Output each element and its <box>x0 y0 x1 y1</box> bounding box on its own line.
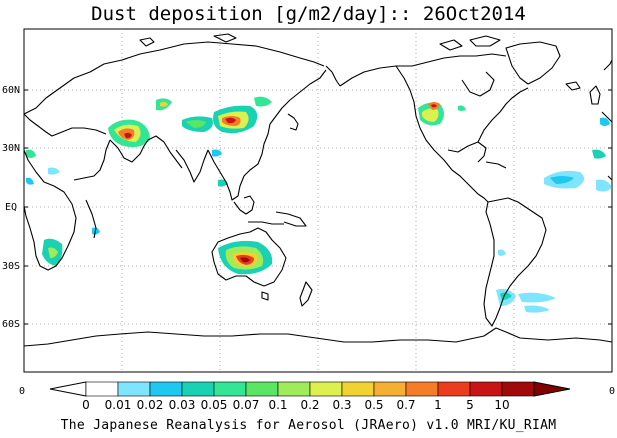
colorbar-label: 0.5 <box>364 398 383 412</box>
colorbar-label: 5 <box>466 398 474 412</box>
colorbar-label: 0.05 <box>201 398 228 412</box>
lat-label: EQ <box>5 202 17 213</box>
map-panel: 60N 30N EQ 30S 60S <box>2 28 613 373</box>
colorbar-label: 0.01 <box>105 398 132 412</box>
colorbar-box <box>309 381 343 397</box>
colorbar-label: 0.1 <box>268 398 287 412</box>
footer-credit: The Japanese Reanalysis for Aerosol (JRA… <box>60 418 557 433</box>
lat-label: 30N <box>2 143 20 154</box>
colorbar-label: 0.7 <box>396 398 415 412</box>
colorbar-box <box>245 381 279 397</box>
colorbar-label: 0.3 <box>332 398 351 412</box>
colorbar-box <box>149 381 183 397</box>
colorbar-triangle-low <box>49 381 87 397</box>
dust-shading <box>26 96 612 313</box>
colorbar-box <box>117 381 151 397</box>
coastlines <box>23 33 613 347</box>
colorbar-label: 0.02 <box>137 398 164 412</box>
colorbar-box <box>469 381 503 397</box>
colorbar-box <box>405 381 439 397</box>
colorbar-label: 0.03 <box>169 398 196 412</box>
colorbar-box <box>341 381 375 397</box>
lat-label: 30S <box>2 261 20 272</box>
lat-label: 60N <box>2 85 20 96</box>
colorbar-box <box>501 381 535 397</box>
colorbar-box <box>277 381 311 397</box>
colorbar-label: 0.2 <box>300 398 319 412</box>
colorbar-box <box>85 381 119 397</box>
lat-tick-marks <box>24 89 612 325</box>
x-axis-label-right: 0 <box>609 386 615 397</box>
map-figure: 60N 30N EQ 30S 60S 0 0 0 0.01 0.02 0.03 0.05… <box>2 28 615 412</box>
colorbar-triangle-high <box>533 381 571 397</box>
colorbar-box <box>437 381 471 397</box>
colorbar-label: 0.07 <box>233 398 260 412</box>
colorbar-box <box>373 381 407 397</box>
colorbar-label: 10 <box>494 398 509 412</box>
lat-label: 60S <box>2 319 20 330</box>
colorbar-box <box>213 381 247 397</box>
x-axis-label-left: 0 <box>19 386 25 397</box>
map-title: Dust deposition [g/m2/day]:: 26Oct2014 <box>91 3 526 25</box>
colorbar-label: 1 <box>434 398 442 412</box>
colorbar: 0 0 0 0.01 0.02 0.03 0.05 0.07 0.1 0.2 0.3 0.5 0.7… <box>19 381 615 412</box>
latitude-labels: 60N 30N EQ 30S 60S <box>2 85 20 330</box>
colorbar-box <box>181 381 215 397</box>
colorbar-label: 0 <box>82 398 90 412</box>
